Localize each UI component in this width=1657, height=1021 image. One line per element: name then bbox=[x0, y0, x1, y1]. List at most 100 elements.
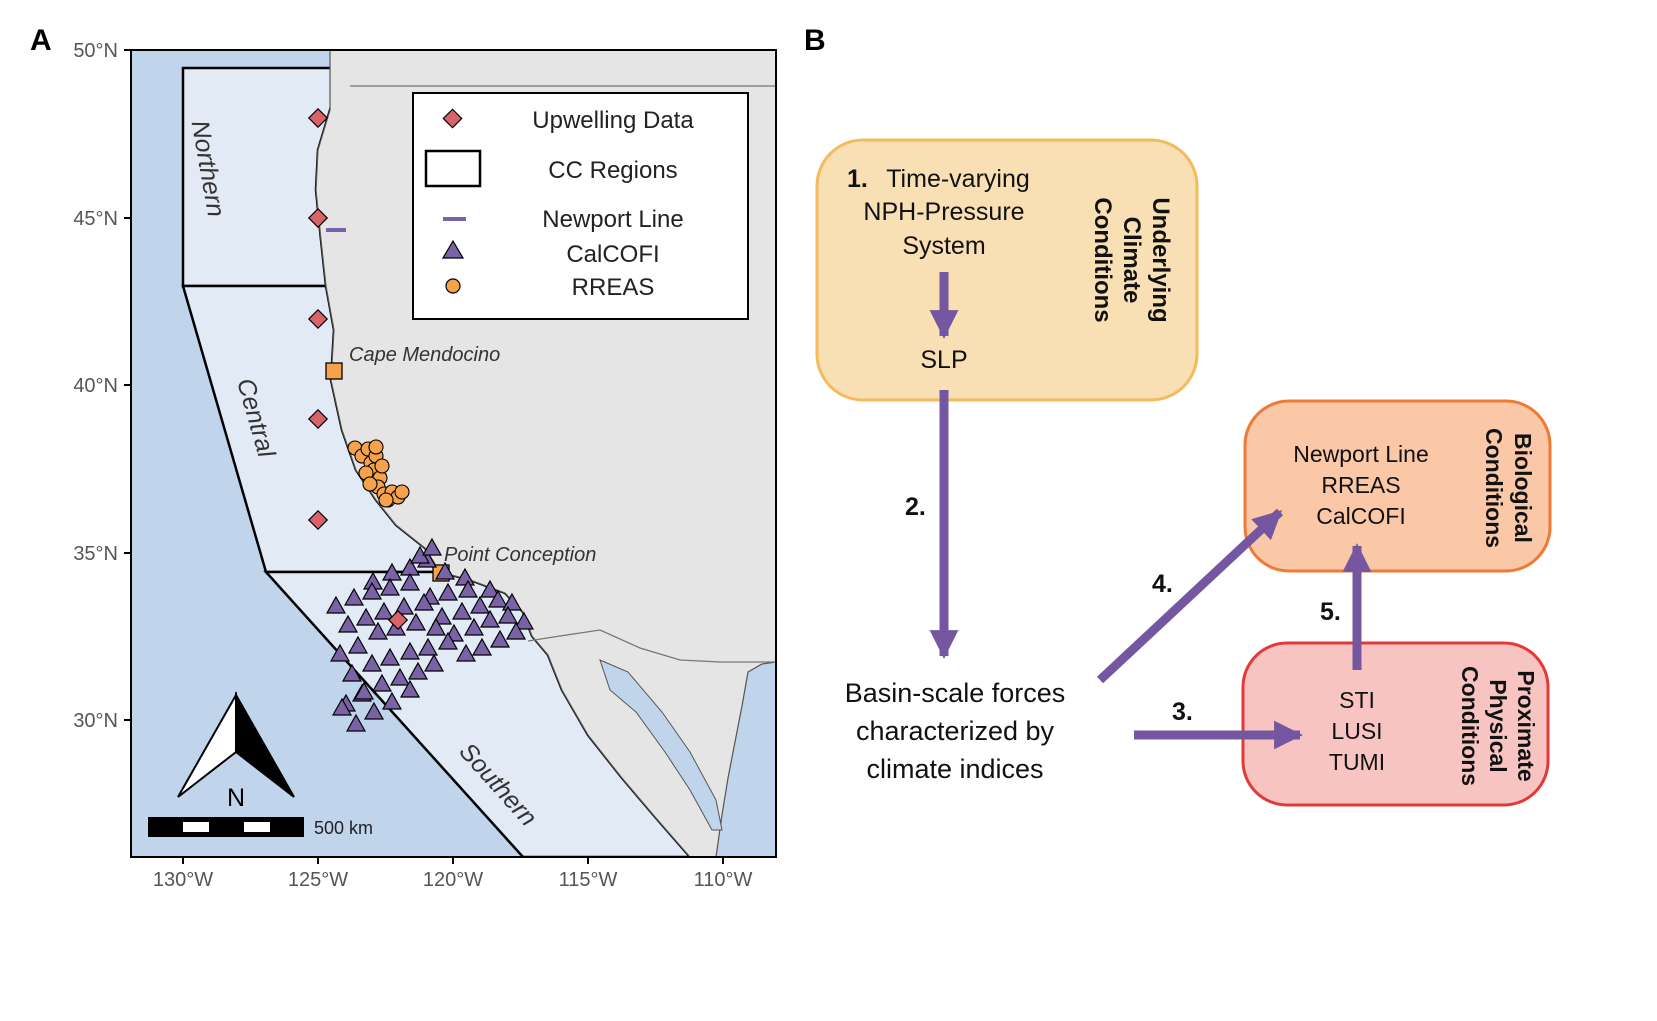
upwelling-station-marker bbox=[307, 408, 329, 430]
legend-newport-label: Newport Line bbox=[542, 206, 683, 233]
lat-label-35: 35°N bbox=[73, 543, 118, 565]
north-arrow: N bbox=[177, 691, 295, 812]
map-area: Northern Central Southern Cape Mendocino… bbox=[131, 50, 776, 857]
phys-item-tumi: TUMI bbox=[1329, 749, 1385, 775]
rreas-station-marker bbox=[368, 439, 384, 455]
scale-bar-gap-1 bbox=[183, 822, 209, 832]
calcofi-station-marker bbox=[434, 561, 456, 580]
calcofi-station-marker bbox=[367, 621, 389, 640]
lon-label-130: 130°W bbox=[153, 869, 213, 891]
calcofi-station-marker bbox=[379, 577, 401, 596]
phys-side-line-2: Physical bbox=[1485, 679, 1511, 772]
lon-label-115: 115°W bbox=[559, 869, 618, 891]
upwelling-station-marker bbox=[307, 107, 329, 129]
panel-a-label: A bbox=[30, 24, 52, 57]
climate-side-line-3: Conditions bbox=[1089, 197, 1116, 322]
legend-calcofi-label: CalCOFI bbox=[566, 241, 659, 268]
basin-text-line-1: Basin-scale forces bbox=[845, 678, 1066, 708]
arrow-label-3: 3. bbox=[1172, 698, 1193, 726]
phys-item-lusi: LUSI bbox=[1331, 718, 1382, 744]
mexico-border bbox=[527, 629, 776, 663]
calcofi-station-marker bbox=[381, 562, 403, 581]
calcofi-station-marker bbox=[325, 595, 347, 614]
basin-text-line-2: characterized by bbox=[856, 716, 1055, 746]
bio-item-rreas: RREAS bbox=[1321, 472, 1400, 498]
point-conception-label: Point Conception bbox=[444, 544, 596, 566]
climate-box: 1. Time-varying NPH-Pressure System SLP … bbox=[815, 138, 1199, 402]
lat-label-40: 40°N bbox=[73, 375, 118, 397]
calcofi-station-marker bbox=[353, 681, 375, 700]
calcofi-stations bbox=[325, 537, 535, 732]
phys-side-line-1: Proximate bbox=[1513, 670, 1539, 781]
calcofi-station-marker bbox=[347, 635, 369, 654]
rreas-station-marker bbox=[374, 458, 390, 474]
basin-text-line-3: climate indices bbox=[866, 754, 1043, 784]
calcofi-station-marker bbox=[413, 592, 435, 611]
calcofi-station-marker bbox=[399, 572, 421, 591]
calcofi-station-marker bbox=[471, 637, 493, 656]
upwelling-station-marker bbox=[387, 609, 409, 631]
biological-box: Newport Line RREAS CalCOFI Biological Co… bbox=[1243, 399, 1552, 573]
arrow-label-2: 2. bbox=[905, 493, 926, 521]
upwelling-station-marker bbox=[307, 308, 329, 330]
rreas-station-marker bbox=[378, 492, 394, 508]
rreas-station-marker bbox=[394, 484, 410, 500]
calcofi-station-marker bbox=[505, 621, 527, 640]
calcofi-station-marker bbox=[479, 579, 501, 598]
bio-item-calcofi: CalCOFI bbox=[1316, 503, 1405, 529]
lat-label-45: 45°N bbox=[73, 208, 118, 230]
legend-upwelling-symbol bbox=[442, 108, 463, 129]
physical-box: STI LUSI TUMI Proximate Physical Conditi… bbox=[1241, 641, 1550, 807]
lon-label-125: 125°W bbox=[288, 869, 348, 891]
calcofi-station-marker bbox=[454, 567, 476, 586]
calcofi-station-marker bbox=[343, 587, 365, 606]
step-1-number: 1. bbox=[847, 165, 868, 193]
calcofi-station-marker bbox=[379, 647, 401, 666]
calcofi-station-marker bbox=[455, 643, 477, 662]
lon-label-120: 120°W bbox=[423, 869, 483, 891]
calcofi-station-marker bbox=[393, 596, 415, 615]
calcofi-station-marker bbox=[345, 713, 367, 732]
calcofi-station-marker bbox=[431, 606, 453, 625]
map-legend: Upwelling Data CC Regions Newport Line C… bbox=[412, 92, 749, 320]
calcofi-station-marker bbox=[399, 641, 421, 660]
scale-bar-label: 500 km bbox=[314, 818, 373, 838]
calcofi-station-marker bbox=[513, 611, 535, 630]
bio-side-line-1: Biological bbox=[1510, 433, 1536, 543]
calcofi-station-marker bbox=[371, 673, 393, 692]
step-1-line-3: System bbox=[902, 232, 985, 260]
calcofi-station-marker bbox=[341, 663, 363, 682]
calcofi-station-marker bbox=[479, 609, 501, 628]
scale-bar-body bbox=[148, 817, 304, 837]
legend-regions-label: CC Regions bbox=[548, 157, 677, 184]
calcofi-station-marker bbox=[463, 617, 485, 636]
calcofi-station-marker bbox=[337, 614, 359, 633]
calcofi-station-marker bbox=[381, 691, 403, 710]
calcofi-station-marker bbox=[361, 581, 383, 600]
arrow-label-5: 5. bbox=[1320, 598, 1341, 626]
lon-axis: 130°W 125°W 120°W 115°W 110°W bbox=[153, 857, 753, 891]
calcofi-station-marker bbox=[355, 607, 377, 626]
climate-box-shape bbox=[815, 138, 1199, 402]
calcofi-station-marker bbox=[425, 617, 447, 636]
lat-axis: 50°N 45°N 40°N 35°N 30°N bbox=[73, 40, 131, 732]
legend-calcofi-symbol bbox=[441, 239, 465, 259]
lon-label-110: 110°W bbox=[694, 869, 753, 891]
calcofi-station-marker bbox=[361, 653, 383, 672]
calcofi-station-marker bbox=[363, 701, 385, 720]
cape-mendocino-label: Cape Mendocino bbox=[349, 344, 500, 366]
climate-side-line-1: Underlying bbox=[1147, 197, 1174, 322]
legend-rreas-symbol bbox=[445, 278, 461, 294]
physical-box-shape bbox=[1241, 641, 1550, 807]
calcofi-station-marker bbox=[437, 582, 459, 601]
calcofi-station-marker bbox=[331, 697, 353, 716]
step-1-line-1: Time-varying bbox=[886, 165, 1030, 193]
calcofi-station-marker bbox=[487, 589, 509, 608]
calcofi-station-marker bbox=[469, 595, 491, 614]
north-arrow-label: N bbox=[227, 784, 245, 812]
calcofi-station-marker bbox=[373, 601, 395, 620]
calcofi-station-marker bbox=[421, 537, 443, 556]
scale-bar-gap-2 bbox=[244, 822, 270, 832]
cape-mendocino-marker bbox=[325, 362, 343, 380]
